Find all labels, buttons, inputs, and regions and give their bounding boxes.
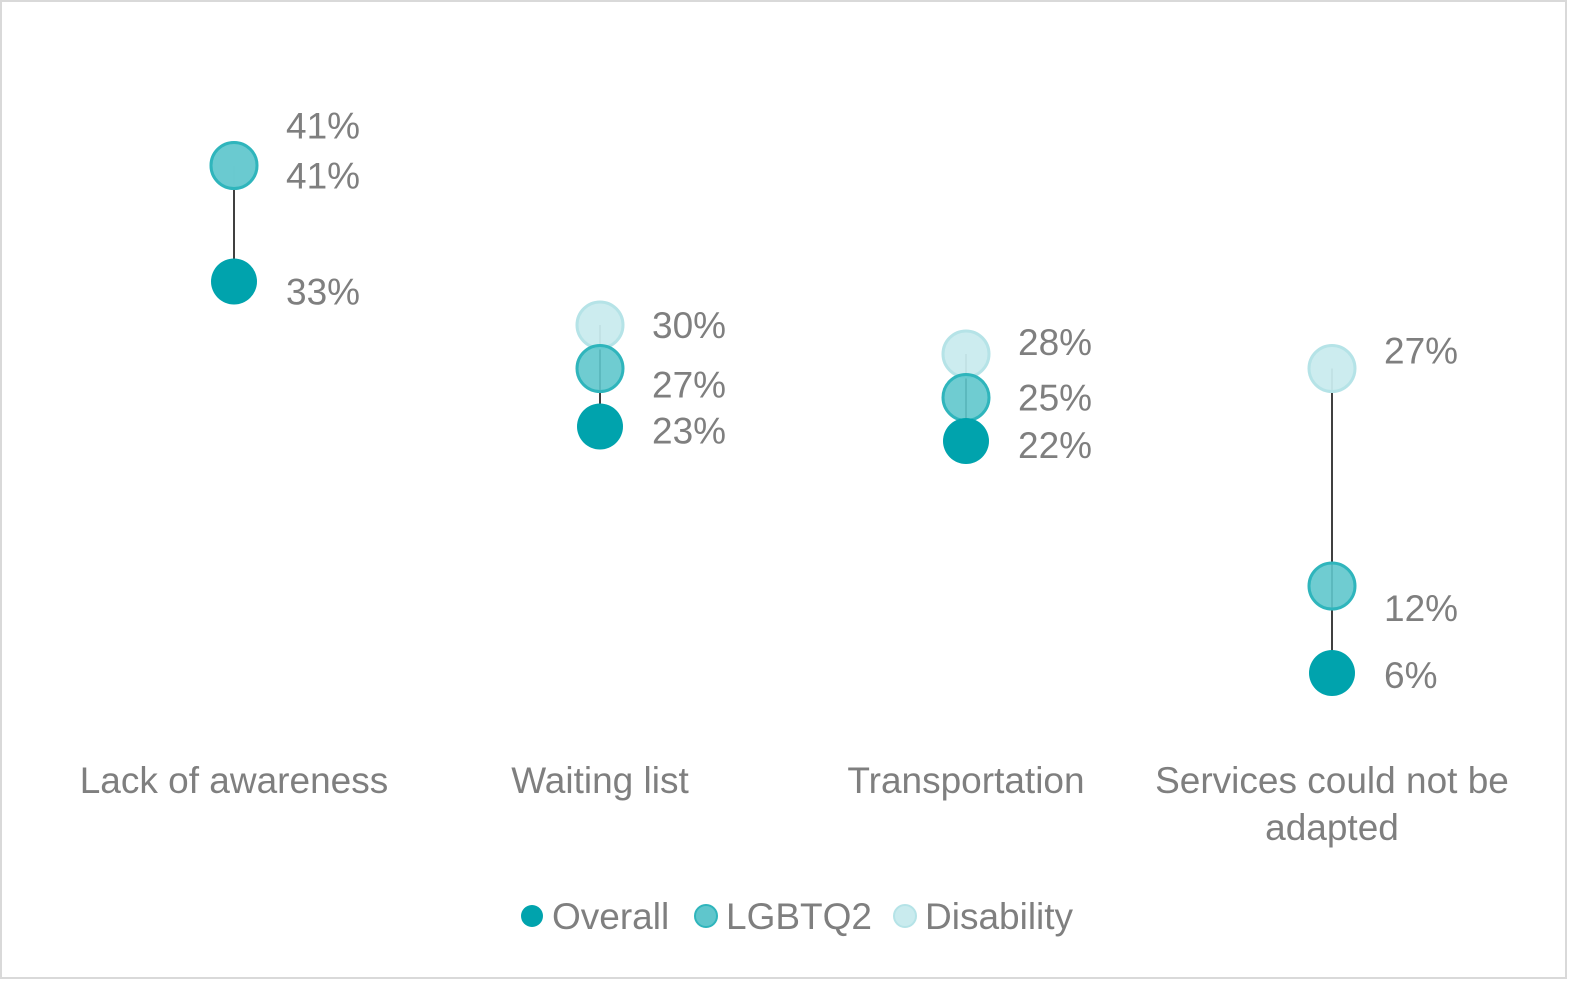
dot-disability-3 <box>1307 344 1357 393</box>
value-label-lgbtq2-2: 25% <box>1018 378 1092 419</box>
category-label-3: Services could not be adapted <box>1155 760 1509 848</box>
value-label-lgbtq2-0: 41% <box>286 156 360 197</box>
value-label-overall-0: 33% <box>286 272 360 313</box>
value-label-disability-1: 30% <box>652 305 726 346</box>
legend-item-overall: Overall <box>521 896 669 937</box>
legend-item-disability: Disability <box>893 896 1074 937</box>
dot-overall-3 <box>1309 650 1355 696</box>
value-label-disability-0: 41% <box>286 106 360 147</box>
legend-marker-disability <box>893 904 917 928</box>
category-label-0: Lack of awareness <box>80 760 389 801</box>
value-label-overall-3: 6% <box>1384 655 1437 696</box>
dot-overall-0 <box>211 258 257 305</box>
category-label-2: Transportation <box>847 760 1084 801</box>
legend-label-disability: Disability <box>925 896 1074 937</box>
legend-label-lgbtq2: LGBTQ2 <box>726 896 872 937</box>
value-label-overall-1: 23% <box>652 411 726 452</box>
legend-marker-lgbtq2 <box>694 904 718 928</box>
value-label-disability-3: 27% <box>1384 331 1458 372</box>
legend: Overall LGBTQ2 Disability <box>521 896 1074 937</box>
legend-label-overall: Overall <box>552 896 669 937</box>
dot-disability-1 <box>575 300 625 350</box>
legend-marker-overall <box>521 905 543 927</box>
value-label-lgbtq2-3: 12% <box>1384 588 1458 629</box>
dot-lgbtq2-2 <box>941 373 991 422</box>
category-label-1: Waiting list <box>511 760 689 801</box>
dot-overall-2 <box>943 418 989 464</box>
legend-item-lgbtq2: LGBTQ2 <box>694 896 872 937</box>
dot-lgbtq2-3 <box>1307 561 1357 611</box>
value-label-lgbtq2-1: 27% <box>652 365 726 406</box>
value-label-overall-2: 22% <box>1018 425 1092 466</box>
dot-overall-1 <box>577 403 623 450</box>
dot-disability-2 <box>941 329 991 379</box>
dot-lgbtq2-0 <box>209 141 259 190</box>
dot-lgbtq2-1 <box>575 344 625 393</box>
value-label-disability-2: 28% <box>1018 322 1092 363</box>
